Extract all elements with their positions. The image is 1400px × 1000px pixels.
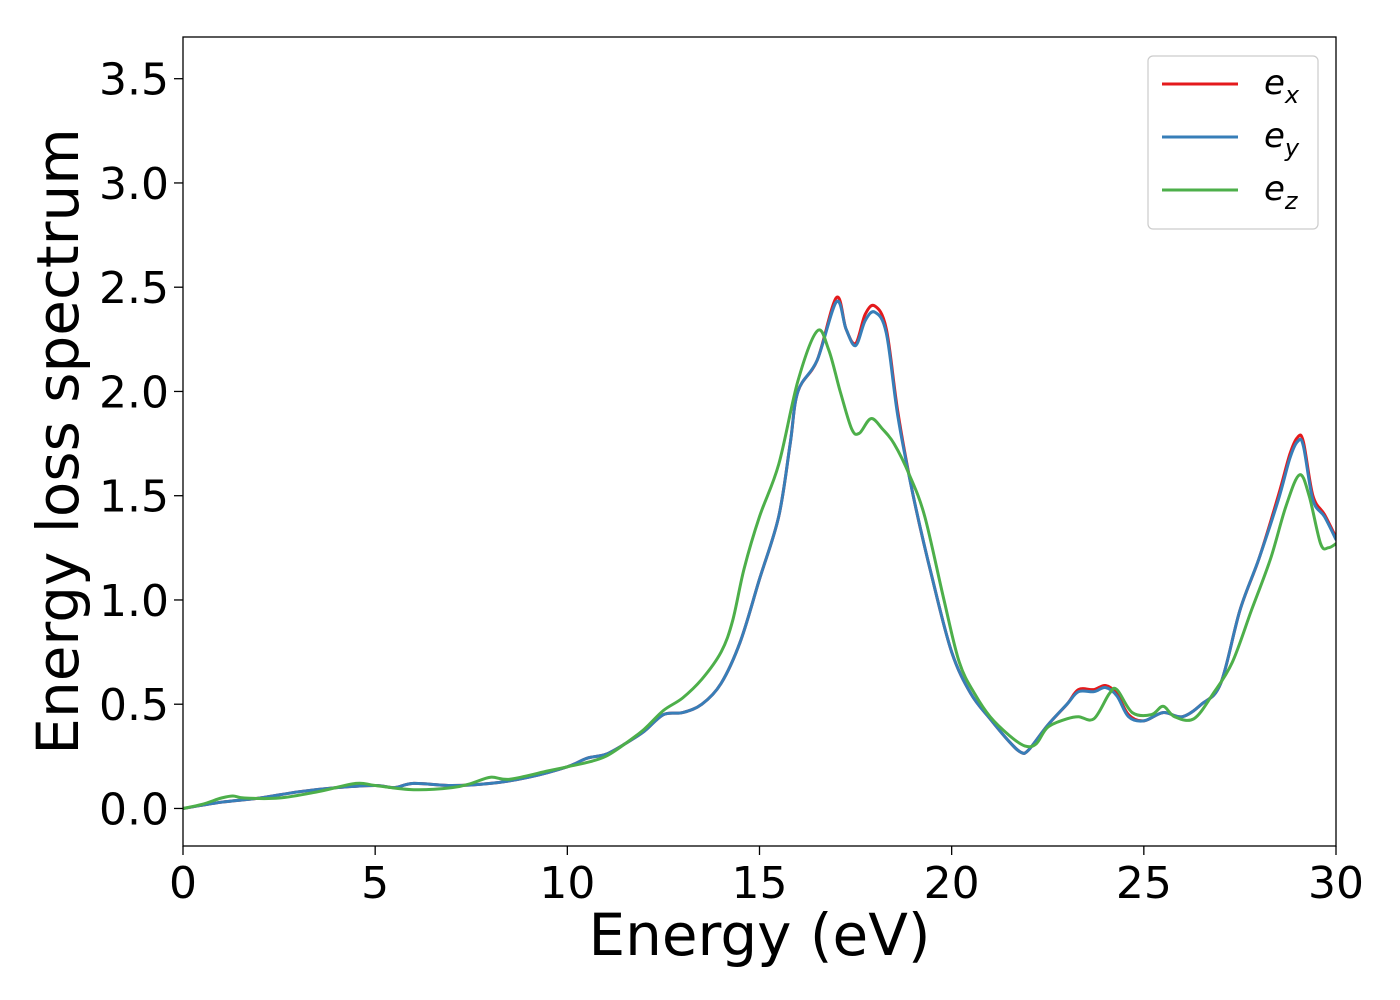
y-tick-label: 2.0 xyxy=(99,367,169,418)
series-line-e-y xyxy=(183,299,1336,810)
y-tick-label: 3.0 xyxy=(99,159,169,210)
ticks-layer: 0 5 10 15 20 25 30 0.0 0.5 1.0 1.5 2.0 2.5 3.0 3.5 xyxy=(99,55,1364,909)
x-tick-label: 10 xyxy=(539,858,595,909)
x-tick-label: 25 xyxy=(1116,858,1172,909)
series-line-e-x xyxy=(183,295,1336,810)
x-tick-label: 20 xyxy=(924,858,980,909)
y-tick-label: 1.5 xyxy=(99,472,169,523)
y-tick-label: 0.5 xyxy=(99,680,169,731)
x-tick-label: 5 xyxy=(361,858,389,909)
y-tick-label: 2.5 xyxy=(99,263,169,314)
y-tick-label: 0.0 xyxy=(99,784,169,835)
legend: ex ey ez xyxy=(1147,55,1319,230)
y-tick-label: 1.0 xyxy=(99,576,169,627)
y-axis-title: Energy loss spectrum xyxy=(24,128,92,754)
x-axis-title: Energy (eV) xyxy=(588,901,930,969)
legend-box xyxy=(1147,55,1319,230)
series-layer xyxy=(183,295,1336,810)
legend-label-e-y: ey xyxy=(1264,116,1300,162)
x-tick-label: 0 xyxy=(169,858,197,909)
x-tick-label: 30 xyxy=(1308,858,1364,909)
series-line-e-z xyxy=(183,328,1336,810)
legend-label-e-x: ex xyxy=(1264,63,1300,109)
x-tick-label: 15 xyxy=(732,858,788,909)
y-tick-label: 3.5 xyxy=(99,55,169,106)
legend-label-e-z: ez xyxy=(1264,169,1299,215)
